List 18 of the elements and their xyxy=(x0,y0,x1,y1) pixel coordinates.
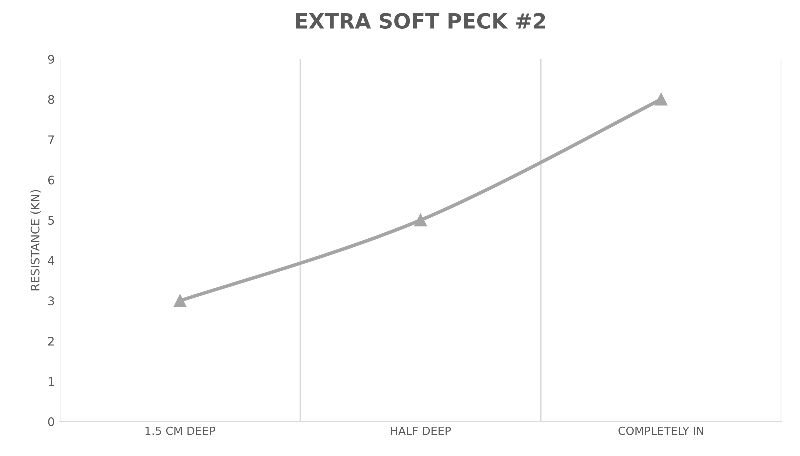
y-tick-label: 8 xyxy=(48,95,54,104)
x-tick-label: HALF DEEP xyxy=(391,427,452,436)
y-tick-label: 9 xyxy=(48,55,54,64)
y-tick-label: 1 xyxy=(48,377,54,386)
x-tick-label: COMPLETELY IN xyxy=(618,426,704,436)
x-tick-label: 1.5 CM DEEP xyxy=(146,426,216,436)
y-tick-label: 5 xyxy=(48,216,54,226)
y-axis-title: RESISTANCE (KN) xyxy=(30,190,42,291)
y-tick-label: 0 xyxy=(48,418,54,426)
y-tick-label: 7 xyxy=(48,136,54,144)
y-tick-label: 2 xyxy=(48,336,54,346)
y-tick-label: 6 xyxy=(48,176,54,185)
y-tick-label: 3 xyxy=(48,296,54,306)
point xyxy=(414,214,428,227)
y-tick-label: 4 xyxy=(48,256,54,266)
point xyxy=(174,294,187,308)
chart-title: EXTRA SOFT PECK #2 xyxy=(296,13,546,30)
point xyxy=(655,93,668,106)
